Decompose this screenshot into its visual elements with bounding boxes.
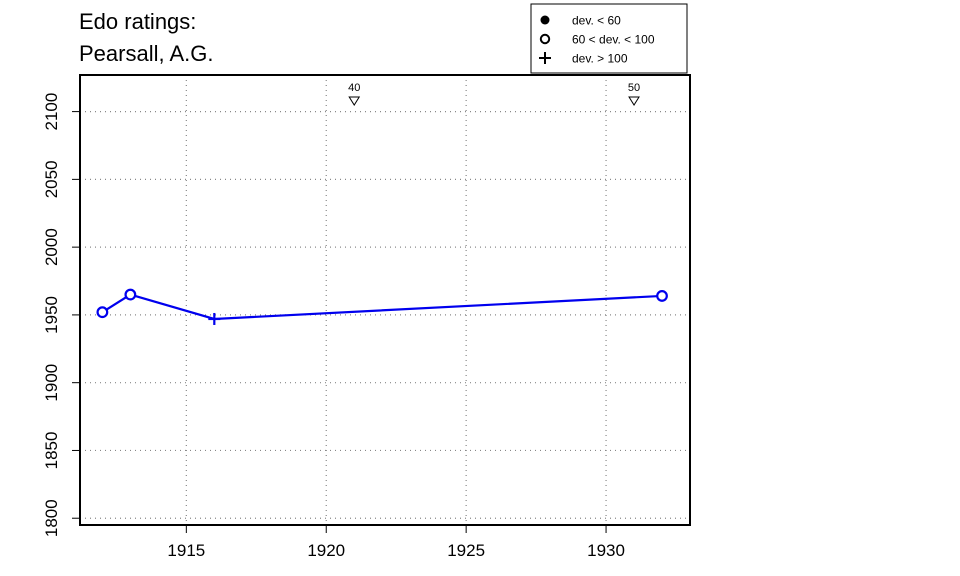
grid-lines — [80, 75, 690, 525]
series-line — [101, 293, 663, 321]
annotations-layer: 40 50 — [348, 82, 640, 106]
annotation-triangle-icon — [348, 96, 361, 106]
x-tick-label: 1930 — [587, 541, 625, 560]
data-point — [124, 288, 137, 301]
legend: dev. < 60 60 < dev. < 100 dev. > 100 — [530, 3, 688, 74]
legend-open-circle-icon — [539, 33, 551, 45]
y-tick-label: 2100 — [42, 93, 61, 131]
y-tick-label: 2000 — [42, 228, 61, 266]
x-tick-label: 1915 — [167, 541, 205, 560]
legend-label: dev. < 60 — [572, 14, 621, 28]
annotation-label: 40 — [348, 82, 360, 94]
x-tick-label: 1920 — [307, 541, 345, 560]
y-tick-label: 1850 — [42, 432, 61, 470]
data-point — [96, 306, 109, 319]
x-tick-label: 1925 — [447, 541, 485, 560]
legend-plus-icon — [539, 52, 551, 64]
annotation-label: 50 — [628, 82, 640, 94]
legend-filled-circle-icon — [540, 15, 550, 25]
series-layer — [96, 288, 668, 325]
legend-label: dev. > 100 — [572, 52, 628, 66]
y-tick-label: 1950 — [42, 296, 61, 334]
chart-title-line-2: Pearsall, A.G. — [79, 41, 214, 66]
y-tick-label: 2050 — [42, 160, 61, 198]
y-tick-label: 1800 — [42, 499, 61, 537]
y-tick-label: 1900 — [42, 364, 61, 402]
axes-layer: 1915 1920 1925 1930 1800 1850 1900 1950 2000 2050… — [42, 93, 625, 560]
plot-frame — [79, 74, 691, 526]
chart-title-line-1: Edo ratings: — [79, 9, 197, 34]
legend-box — [530, 3, 688, 74]
legend-label: 60 < dev. < 100 — [572, 33, 655, 47]
data-point — [656, 290, 668, 302]
annotation-triangle-icon — [628, 96, 640, 106]
data-point — [208, 312, 221, 325]
